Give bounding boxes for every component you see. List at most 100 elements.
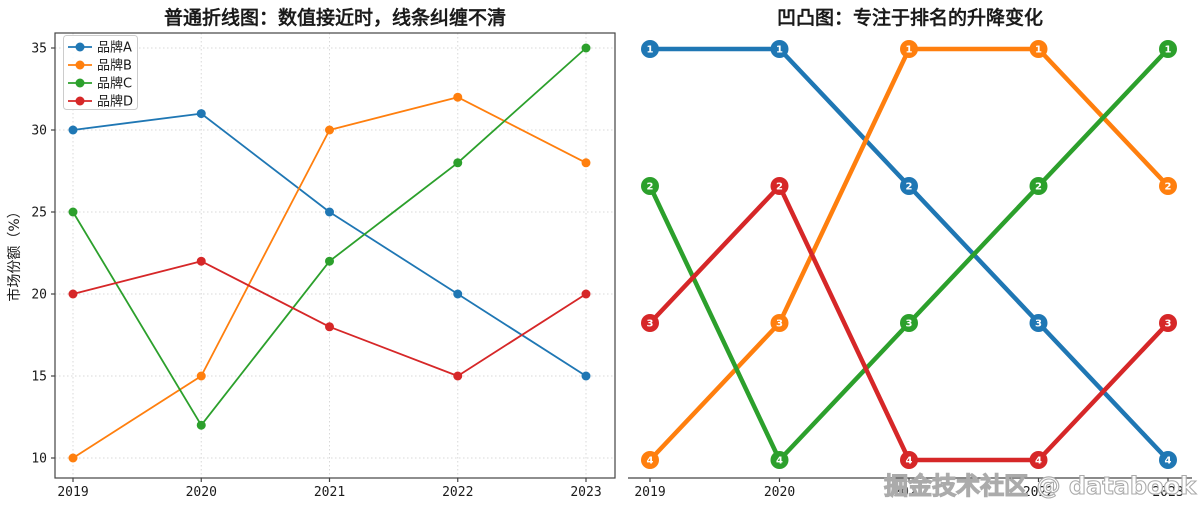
rank-marker <box>900 177 918 195</box>
legend-label: 品牌D <box>97 94 133 110</box>
y-tick-label: 20 <box>31 288 47 303</box>
legend-item-品牌D: 品牌D <box>68 94 133 110</box>
rank-marker <box>770 177 789 195</box>
legend-marker-swatch <box>75 78 85 88</box>
legend-item-品牌B: 品牌B <box>68 58 132 74</box>
y-tick-label: 30 <box>31 124 47 139</box>
rank-number: 2 <box>1035 182 1042 193</box>
bump-series-line <box>647 46 1171 463</box>
rank-number: 4 <box>1035 456 1042 467</box>
data-point-marker <box>196 109 206 119</box>
data-point-marker <box>325 125 334 135</box>
data-point-marker <box>453 371 463 381</box>
data-point-marker <box>581 43 591 53</box>
rank-number: 3 <box>1035 319 1042 330</box>
legend-label: 品牌B <box>97 58 132 74</box>
rank-number: 1 <box>1035 45 1042 56</box>
data-point-marker <box>196 371 206 381</box>
legend-label: 品牌C <box>97 76 132 92</box>
line-chart-title: 普通折线图：数值接近时，线条纠缠不清 <box>164 6 506 29</box>
rank-number: 3 <box>776 319 783 330</box>
y-tick-label: 35 <box>31 42 47 57</box>
rank-number: 3 <box>647 319 654 330</box>
data-point-marker <box>581 371 591 381</box>
data-point-marker <box>325 322 334 332</box>
bump-x-axis: 2019 2020 2021 2022 2023 <box>628 477 1192 500</box>
data-point-marker <box>68 453 78 463</box>
legend: 品牌A 品牌B 品牌C 品牌D <box>63 35 138 110</box>
x-tick-label: 2019 <box>57 485 88 500</box>
data-point-marker <box>581 289 591 299</box>
rank-marker <box>641 314 659 332</box>
series-line <box>72 47 587 427</box>
data-point-marker <box>453 158 463 168</box>
rank-number: 2 <box>776 182 783 193</box>
series-品牌A <box>68 109 591 381</box>
rank-marker <box>900 314 918 332</box>
series-line <box>72 112 587 377</box>
data-point-marker <box>453 289 463 299</box>
rank-number: 2 <box>1165 182 1172 193</box>
rank-marker <box>770 40 789 58</box>
x-tick-label: 2020 <box>186 485 217 500</box>
y-tick-label: 10 <box>31 452 47 467</box>
rank-number: 4 <box>1165 456 1172 467</box>
rank-marker <box>641 177 659 195</box>
bump-series-line <box>647 46 1171 463</box>
rank-number: 3 <box>1165 319 1172 330</box>
rank-number: 2 <box>906 182 913 193</box>
rank-number: 1 <box>647 45 654 56</box>
rank-marker <box>1029 40 1048 58</box>
legend-marker-swatch <box>75 60 85 70</box>
plot-border <box>54 32 616 479</box>
bump-series-品牌C: 2 4 3 2 1 <box>641 40 1177 469</box>
data-point-marker <box>68 207 78 217</box>
axes-ticks: 2019 2020 2021 2022 2023 10 15 20 25 30 35 <box>31 42 601 501</box>
data-point-marker <box>325 207 334 217</box>
rank-marker <box>1029 177 1048 195</box>
rank-marker <box>641 40 659 58</box>
rank-number: 4 <box>776 456 783 467</box>
data-point-marker <box>68 289 78 299</box>
legend-marker-swatch <box>75 96 85 106</box>
series-品牌B <box>68 92 591 463</box>
rank-marker <box>1029 314 1048 332</box>
bump-chart-title: 凹凸图：专注于排名的升降变化 <box>777 6 1043 29</box>
rank-number: 4 <box>647 456 654 467</box>
rank-marker <box>770 314 789 332</box>
rank-number: 1 <box>776 45 783 56</box>
x-tick-label: 2022 <box>1023 485 1054 500</box>
x-tick-label: 2021 <box>893 485 924 500</box>
y-axis-label: 市场份额（%） <box>6 204 23 301</box>
x-tick-label: 2023 <box>1152 485 1183 500</box>
data-point-marker <box>196 256 206 266</box>
bump-chart-plot: 2019 2020 2021 2022 2023 1 1 2 3 4 4 3 1 1 2 2 4 3 2 1 3 2 4 4 3 <box>628 40 1192 500</box>
rank-marker <box>770 451 789 469</box>
rank-number: 1 <box>1165 45 1172 56</box>
data-point-marker <box>325 256 334 266</box>
bump-series-品牌A: 1 1 2 3 4 <box>641 40 1177 469</box>
x-tick-label: 2021 <box>314 485 345 500</box>
y-tick-label: 15 <box>31 370 47 385</box>
rank-marker <box>900 40 918 58</box>
data-point-marker <box>68 125 78 135</box>
x-tick-label: 2020 <box>764 485 795 500</box>
bump-series-品牌D: 3 2 4 4 3 <box>641 177 1177 469</box>
x-tick-label: 2019 <box>634 485 665 500</box>
bump-series-line <box>647 46 1171 463</box>
rank-marker <box>900 451 918 469</box>
rank-marker <box>641 451 659 469</box>
x-tick-label: 2022 <box>442 485 473 500</box>
rank-marker <box>1159 177 1177 195</box>
series-品牌D <box>68 256 591 381</box>
data-point-marker <box>581 158 591 168</box>
rank-number: 1 <box>906 45 913 56</box>
rank-number: 4 <box>906 456 913 467</box>
rank-marker <box>1159 40 1177 58</box>
series-品牌C <box>68 43 591 430</box>
rank-number: 3 <box>906 319 913 330</box>
y-tick-label: 25 <box>31 206 47 221</box>
